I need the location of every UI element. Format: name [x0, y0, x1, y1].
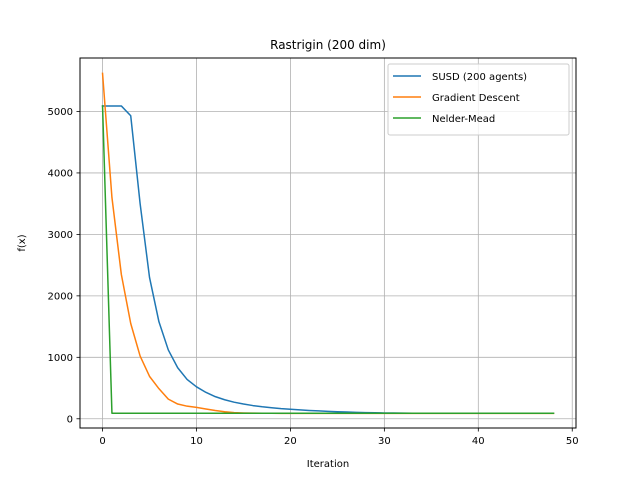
x-tick-label: 10 — [190, 436, 203, 447]
x-axis-ticks: 0 10 20 30 40 50 — [99, 428, 579, 447]
y-tick-label: 2000 — [48, 291, 73, 302]
x-tick-label: 0 — [99, 436, 105, 447]
x-tick-label: 40 — [472, 436, 485, 447]
legend-box — [387, 63, 570, 136]
legend-label: SUSD (200 agents) — [432, 72, 527, 83]
y-axis-label: f(x) — [17, 234, 28, 251]
x-tick-label: 50 — [566, 436, 579, 447]
series-lines — [101, 72, 555, 415]
y-tick-label: 0 — [67, 414, 73, 425]
x-axis-label: Iteration — [307, 459, 349, 470]
y-axis-ticks: 0 1000 2000 3000 4000 5000 — [48, 107, 80, 425]
chart-title: Rastrigin (200 dim) — [270, 38, 386, 52]
x-tick-label: 30 — [378, 436, 391, 447]
series-line-nelder-mead — [101, 105, 555, 414]
grid — [80, 58, 576, 428]
plot-area-frame — [79, 57, 577, 429]
legend-label: Gradient Descent — [432, 93, 520, 104]
legend: SUSD (200 agents) Gradient Descent Nelder-… — [387, 63, 570, 136]
y-tick-label: 3000 — [48, 230, 73, 241]
y-tick-label: 4000 — [48, 168, 73, 179]
x-tick-label: 20 — [284, 436, 297, 447]
y-tick-label: 1000 — [48, 353, 73, 364]
y-tick-label: 5000 — [48, 107, 73, 118]
legend-label: Nelder-Mead — [432, 114, 495, 125]
